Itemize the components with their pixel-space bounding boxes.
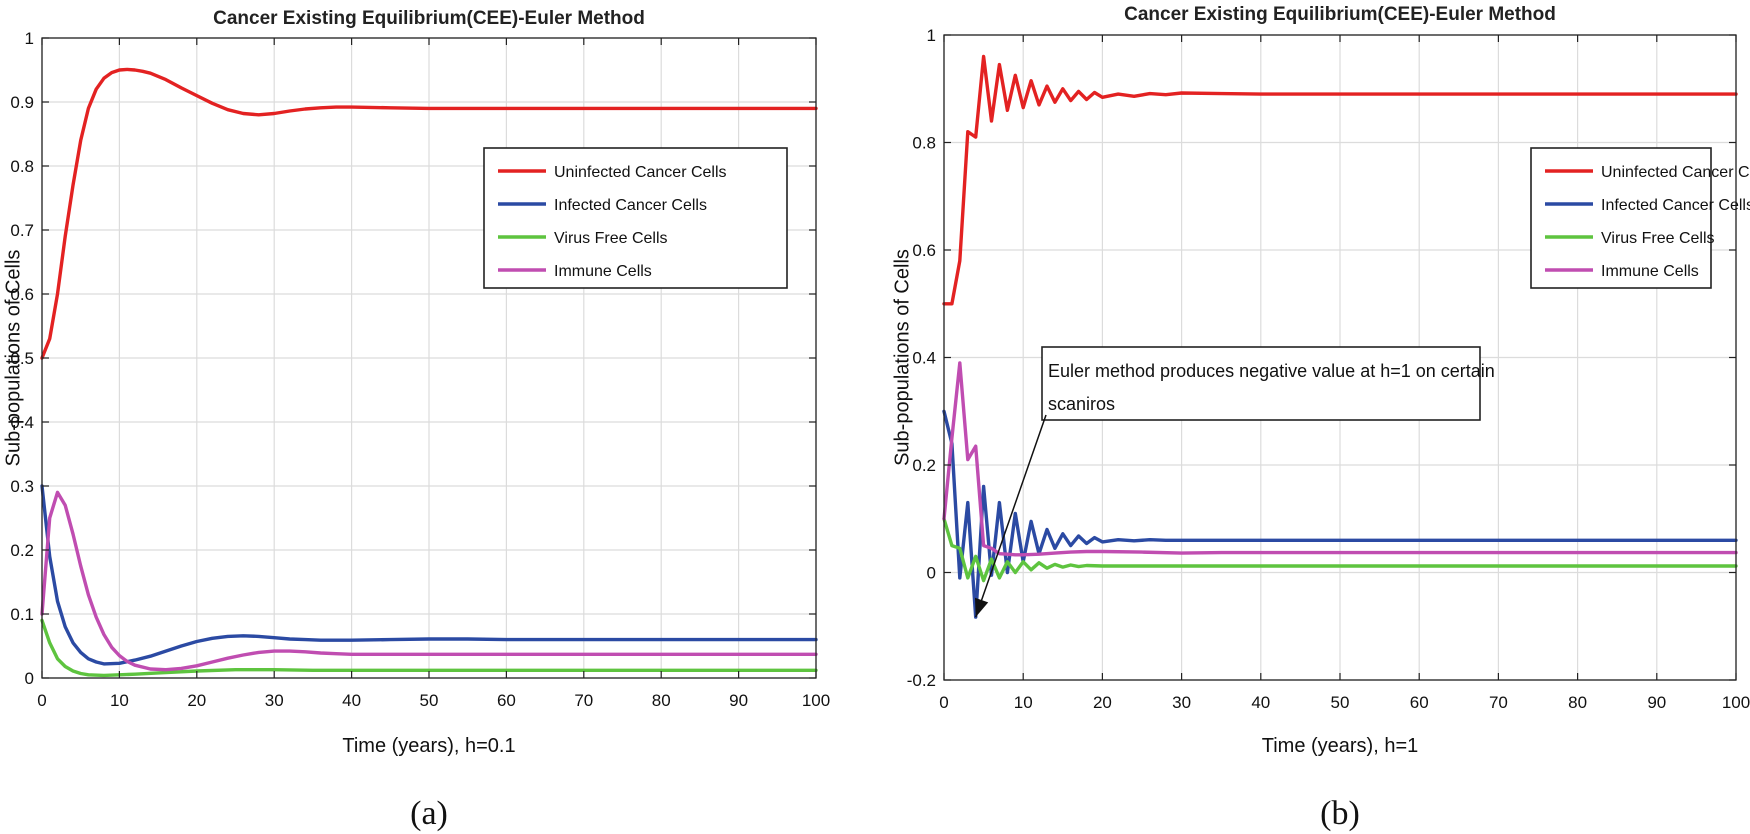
y-tick-label: 0 xyxy=(25,669,34,688)
x-tick-label: 60 xyxy=(497,691,516,710)
legend-label: Infected Cancer Cells xyxy=(554,197,707,214)
legend: Uninfected Cancer Cells Infected Cancer C… xyxy=(1530,147,1750,289)
x-tick-label: 30 xyxy=(265,691,284,710)
x-tick-label: 80 xyxy=(652,691,671,710)
legend-label: Immune Cells xyxy=(554,263,652,280)
x-tick-label: 0 xyxy=(939,693,948,712)
annotation: Euler method produces negative value at … xyxy=(974,346,1495,618)
x-tick-label: 90 xyxy=(729,691,748,710)
y-tick-label: 0.6 xyxy=(10,285,34,304)
y-tick-label: 1 xyxy=(927,26,936,45)
x-axis-label: Time (years), h=1 xyxy=(1262,735,1419,757)
y-tick-label: 0.6 xyxy=(912,241,936,260)
series-line-uninfected-cancer-cells xyxy=(942,54,1738,306)
annotation-arrow-head xyxy=(974,597,989,618)
y-tick-label: 0.3 xyxy=(10,477,34,496)
series-line-virus-free-cells xyxy=(40,618,818,678)
x-axis-label: Time (years), h=0.1 xyxy=(342,735,515,757)
y-axis-label: Sub-populations of Cells xyxy=(891,249,913,466)
y-tick-label: 1 xyxy=(25,29,34,48)
y-tick-label: 0.4 xyxy=(10,413,34,432)
ticks: 0 10 20 30 40 50 60 70 80 90 100-0.200.20.40.60.81 xyxy=(907,26,1750,712)
x-tick-label: 30 xyxy=(1172,693,1191,712)
x-tick-label: 10 xyxy=(110,691,129,710)
y-axis-label: Sub-populations of Cells xyxy=(2,250,24,467)
y-tick-label: -0.2 xyxy=(907,671,936,690)
series-group xyxy=(40,67,818,678)
legend-label: Uninfected Cancer Cells xyxy=(554,164,727,181)
x-tick-label: 80 xyxy=(1568,693,1587,712)
x-tick-label: 100 xyxy=(1722,693,1750,712)
chart-title: Cancer Existing Equilibrium(CEE)-Euler M… xyxy=(1124,4,1556,25)
annotation-arrow-line xyxy=(974,414,1047,618)
x-tick-label: 90 xyxy=(1647,693,1666,712)
x-tick-label: 50 xyxy=(1331,693,1350,712)
y-tick-label: 0.2 xyxy=(912,456,936,475)
series-line-immune-cells xyxy=(40,490,818,672)
x-tick-label: 70 xyxy=(1489,693,1508,712)
legend-label: Virus Free Cells xyxy=(554,230,668,247)
y-tick-label: 0.8 xyxy=(912,134,936,153)
x-tick-label: 60 xyxy=(1410,693,1429,712)
annotation-text: scaniros xyxy=(1048,394,1115,414)
legend-label: Virus Free Cells xyxy=(1601,230,1715,247)
panel-a: 0 10 20 30 40 50 60 70 80 90 100 0 0.1 0.2 0.3 0.4 0.5 0.… xyxy=(2,8,830,832)
series-group xyxy=(942,54,1738,619)
x-tick-label: 10 xyxy=(1014,693,1033,712)
y-tick-label: 0.4 xyxy=(912,349,936,368)
y-tick-label: 0.8 xyxy=(10,157,34,176)
y-tick-label: 0.9 xyxy=(10,93,34,112)
series-line-immune-cells xyxy=(942,361,1738,557)
x-tick-label: 40 xyxy=(1251,693,1270,712)
ticks: 0 10 20 30 40 50 60 70 80 90 100 0 0.1 0.2 0.3 0.4 0.5 0.… xyxy=(10,29,830,710)
legend-label: Infected Cancer Cells xyxy=(1601,197,1750,214)
x-tick-label: 40 xyxy=(342,691,361,710)
y-tick-label: 0 xyxy=(927,564,936,583)
x-tick-label: 50 xyxy=(420,691,439,710)
legend: Uninfected Cancer Cells Infected Cancer C… xyxy=(483,147,788,289)
y-tick-label: 0.1 xyxy=(10,605,34,624)
y-tick-label: 0.2 xyxy=(10,541,34,560)
panel-b: 0 10 20 30 40 50 60 70 80 90 100-0.200.20.40.60.81… xyxy=(891,4,1750,832)
chart-title: Cancer Existing Equilibrium(CEE)-Euler M… xyxy=(213,8,645,29)
series-line-uninfected-cancer-cells xyxy=(40,67,818,360)
legend-label: Uninfected Cancer Cells xyxy=(1601,164,1750,181)
panel-caption: (b) xyxy=(1320,795,1360,832)
x-tick-label: 20 xyxy=(1093,693,1112,712)
y-tick-label: 0.7 xyxy=(10,221,34,240)
x-tick-label: 100 xyxy=(802,691,830,710)
x-tick-label: 70 xyxy=(574,691,593,710)
x-tick-label: 0 xyxy=(37,691,46,710)
y-tick-label: 0.5 xyxy=(10,349,34,368)
annotation-text: Euler method produces negative value at … xyxy=(1048,361,1495,381)
x-tick-label: 20 xyxy=(187,691,206,710)
series-line-infected-cancer-cells xyxy=(40,484,818,666)
panel-caption: (a) xyxy=(410,795,448,832)
legend-label: Immune Cells xyxy=(1601,263,1699,280)
series-line-virus-free-cells xyxy=(942,517,1738,583)
series-line-infected-cancer-cells xyxy=(942,409,1738,619)
annotation-box xyxy=(1041,346,1481,421)
